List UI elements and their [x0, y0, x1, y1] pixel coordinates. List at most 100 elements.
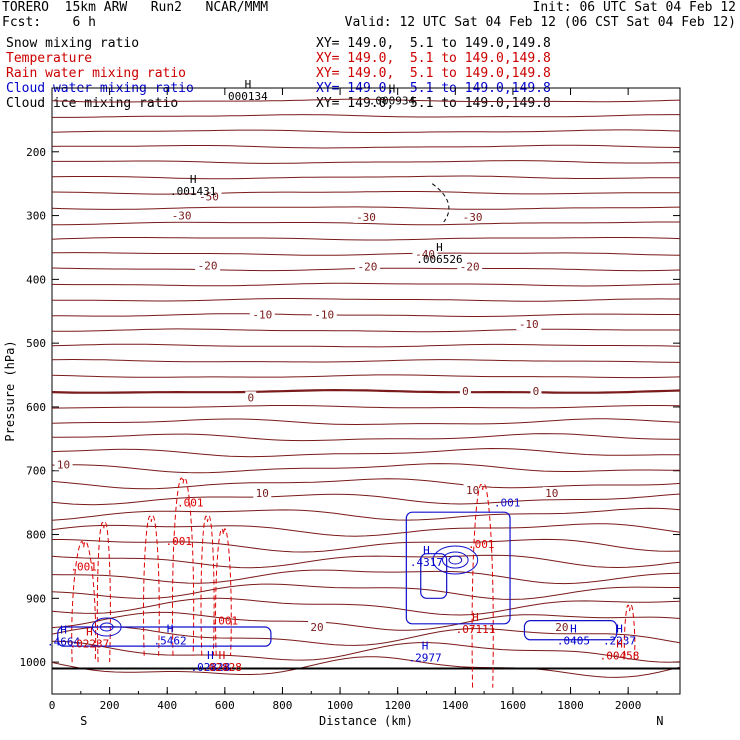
- extremum-marker: H: [422, 640, 429, 653]
- isotherm-label-bg: [542, 487, 561, 500]
- isotherm-label: -30: [463, 211, 483, 224]
- isotherm-line: [51, 597, 681, 616]
- extremum-marker: H: [60, 624, 67, 637]
- rain-contour-label: .001: [212, 615, 239, 628]
- rain-contour: [71, 541, 97, 663]
- isotherm-line: [52, 298, 680, 302]
- rain-contour: [471, 484, 494, 688]
- isotherm-label: 10: [545, 487, 558, 500]
- extremum-value: .02828: [191, 661, 231, 674]
- cloud-water-contour: [420, 553, 448, 599]
- isotherm-line: [51, 237, 681, 241]
- legend-label: Cloud ice mixing ratio: [6, 96, 179, 111]
- x-tick-label: 800: [273, 699, 293, 712]
- isotherm-line: [51, 626, 681, 646]
- legend-range: XY= 149.0, 5.1 to 149.0,149.8: [316, 66, 551, 81]
- isotherm-label-bg: [460, 210, 486, 223]
- extremum-value: 000134: [228, 90, 268, 103]
- init-time: Init: 06 UTC Sat 04 Feb 12: [532, 0, 737, 15]
- isotherm-line: [51, 493, 681, 506]
- isotherm-label-bg: [308, 621, 327, 634]
- extremum-value: .2977: [408, 652, 441, 665]
- isotherm-line: [51, 640, 681, 663]
- y-tick-label: 900: [26, 592, 46, 605]
- extremum-value: .00458: [600, 650, 640, 663]
- valid-time: Valid: 12 UTC Sat 04 Feb 12 (06 CST Sat …: [344, 15, 736, 30]
- isotherm-line: [51, 463, 681, 474]
- extremum-value: .4317: [410, 556, 443, 569]
- isotherm-label-bg: [54, 458, 73, 471]
- isotherm-label-bg: [354, 260, 380, 273]
- isotherm-line: [51, 388, 681, 394]
- model-title: TORERO 15km ARW Run2 NCAR/MMM: [2, 0, 269, 15]
- isotherm-label-bg: [516, 318, 542, 331]
- isotherm-label: 20: [555, 621, 568, 634]
- y-tick-label: 400: [26, 273, 46, 286]
- isotherm-label-bg: [245, 391, 257, 404]
- x-tick-label: 0: [49, 699, 56, 712]
- x-tick-label: 1600: [500, 699, 527, 712]
- x-tick-label: 1200: [384, 699, 411, 712]
- extremum-marker: H: [389, 83, 396, 96]
- isotherm-label: 0: [247, 391, 254, 404]
- cloud-water-contour: [405, 511, 511, 625]
- legend-range: XY= 149.0, 5.1 to 149.0,149.8: [316, 36, 551, 51]
- cloud-water-contour: [91, 617, 122, 637]
- rain-contour: [200, 515, 215, 656]
- extremum-value: .006526: [416, 253, 462, 266]
- x-axis-label: Distance (km): [319, 714, 413, 728]
- cloud-water-contour: [99, 622, 114, 632]
- rain-contour: [215, 528, 232, 656]
- rain-contour: [623, 604, 636, 656]
- extremum-value: .02828: [202, 661, 242, 674]
- isotherm-line: [51, 343, 681, 348]
- extremum-value: .000934: [369, 95, 416, 108]
- extremum-value: .001431: [170, 185, 216, 198]
- extremum-value: .0405: [557, 634, 590, 647]
- y-tick-label: 600: [26, 401, 46, 414]
- extremum-marker: H: [207, 649, 214, 662]
- isotherm-label-bg: [463, 483, 482, 496]
- isotherm-label-bg: [311, 308, 337, 321]
- rain-contour: [171, 477, 195, 656]
- extremum-marker: H: [616, 622, 623, 635]
- isotherm-label-bg: [253, 487, 272, 500]
- extremum-marker: H: [616, 638, 623, 651]
- rain-contour-label: .001: [177, 497, 204, 510]
- isotherm-line: [52, 328, 680, 333]
- south-end-label: S: [80, 714, 87, 728]
- legend-label: Snow mixing ratio: [6, 36, 140, 51]
- isotherm-label: 10: [256, 487, 269, 500]
- isotherm-line: [51, 374, 681, 379]
- extremum-marker: H: [245, 78, 252, 91]
- isotherm-line: [51, 175, 680, 180]
- legend-range: XY= 149.0, 5.1 to 149.0,149.8: [316, 51, 551, 66]
- extremum-marker: H: [472, 611, 479, 624]
- cloud-water-contour: [432, 545, 479, 575]
- isotherm-line: [51, 418, 681, 426]
- isotherm-line: [51, 252, 681, 256]
- rain-contour-label: .001: [166, 535, 193, 548]
- y-tick-label: 200: [26, 146, 46, 159]
- cloud-water-contour: [57, 626, 272, 647]
- rain-contour-label: .001: [70, 560, 97, 573]
- legend-label: Temperature: [6, 51, 93, 66]
- extremum-marker: H: [570, 622, 577, 635]
- isotherm-label-bg: [552, 621, 571, 634]
- extremum-value: .02237: [70, 638, 110, 651]
- isotherm-label: -20: [460, 261, 480, 274]
- isotherm-label-bg: [457, 260, 483, 273]
- isotherm-label-bg: [530, 385, 542, 397]
- y-tick-label: 300: [26, 210, 46, 223]
- isotherm-line: [51, 554, 681, 569]
- isotherm-label: -10: [314, 308, 334, 321]
- isotherm-line: [51, 523, 681, 537]
- isotherm-line: [51, 206, 681, 210]
- isotherm-line: [51, 447, 680, 458]
- cloud-water-contour: [442, 551, 469, 569]
- isotherm-label-bg: [459, 385, 471, 397]
- cloud-contour-label: .001: [494, 497, 521, 510]
- extremum-value: .5462: [154, 634, 187, 647]
- isotherm-label-bg: [249, 308, 275, 321]
